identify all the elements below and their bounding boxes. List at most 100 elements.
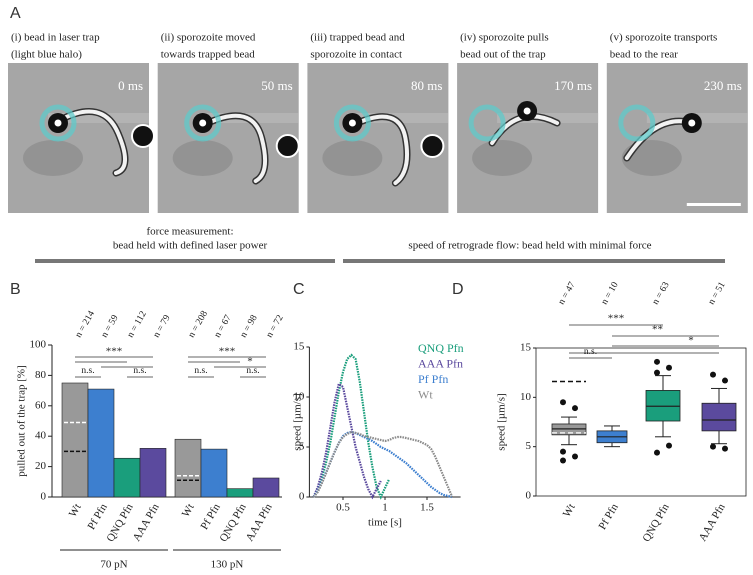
frame-caption: bead to the rear (610, 49, 678, 61)
significance: * (247, 356, 253, 368)
sporozoite (58, 109, 127, 175)
legend-label: Wt (418, 387, 433, 401)
y-tick-label: 0 (299, 491, 305, 503)
category-label: Pf Pfn (85, 501, 110, 532)
y-tick-label: 60 (35, 399, 47, 411)
y-tick-label: 100 (30, 339, 47, 351)
panel-label: A (10, 5, 21, 22)
note-bar (35, 259, 335, 263)
y-tick-label: 15 (520, 342, 532, 354)
outlier (710, 443, 716, 450)
n-label: n = 72 (265, 313, 286, 339)
outlier (572, 453, 578, 460)
note-bar (343, 259, 725, 263)
y-tick-label: 5 (299, 441, 305, 453)
significance: ** (652, 324, 663, 336)
speed-line (312, 382, 382, 500)
y-tick-label: 80 (35, 369, 47, 381)
outlier (654, 369, 660, 376)
x-tick-label: 0.5 (336, 502, 350, 514)
outlier (572, 405, 578, 412)
shadow (322, 140, 383, 176)
speed-line (312, 430, 453, 499)
bar (139, 448, 167, 498)
significance: n.s. (81, 366, 94, 376)
frame-image (157, 63, 299, 213)
box (701, 402, 737, 432)
x-tick-label: 1.5 (420, 502, 434, 514)
outlier (560, 399, 566, 406)
bar (61, 382, 89, 498)
speed-line (312, 353, 391, 500)
outlier (710, 371, 716, 378)
category-label: Pf Pfn (198, 501, 223, 532)
trap-halo (39, 104, 77, 142)
n-label: n = 59 (100, 313, 121, 339)
significance: n.s. (194, 366, 207, 376)
significance: n.s. (584, 347, 597, 357)
y-tick-label: 15 (293, 341, 305, 353)
n-label: n = 208 (187, 309, 210, 339)
free-bead (275, 134, 300, 158)
n-label: n = 112 (126, 309, 149, 339)
category-label: QNQ Pfn (640, 501, 672, 544)
frame-caption: (iii) trapped bead and (310, 32, 405, 44)
y-tick-label: 0 (41, 491, 47, 503)
trap-halo (468, 104, 506, 142)
time-label: 170 ms (554, 78, 592, 93)
category-label: Wt (561, 502, 578, 520)
trap-halo (184, 104, 222, 142)
plot-frame (535, 347, 747, 497)
shadow (172, 140, 233, 176)
shadow (23, 140, 83, 176)
n-label: n = 214 (74, 309, 97, 339)
bead-core (523, 107, 531, 115)
outlier (560, 448, 566, 455)
n-label: n = 63 (651, 280, 672, 306)
significance: *** (219, 346, 236, 358)
free-bead (131, 124, 155, 148)
frame-caption: bead out of the trap (460, 49, 546, 61)
category-label: Wt (180, 502, 197, 520)
outlier (666, 364, 672, 371)
bead-core (688, 119, 696, 127)
significance: * (688, 335, 694, 347)
y-axis-label: speed [µm/s] (292, 393, 304, 450)
y-tick-label: 10 (293, 391, 305, 403)
frame-caption: (v) sporozoite transports (610, 32, 718, 44)
bar (252, 477, 280, 498)
y-tick-label: 10 (520, 391, 532, 403)
bead-core (199, 119, 207, 127)
microscopy-frame: 80 ms (307, 63, 449, 213)
legend-label: AAA Pfn (418, 356, 463, 370)
outlier (560, 457, 566, 464)
y-axis-label: pulled out of the trap [%] (16, 365, 28, 477)
panel-label: B (10, 281, 21, 298)
group-label: 70 pN (100, 559, 127, 571)
bead-core (348, 119, 356, 127)
x-axis-label: time [s] (368, 517, 402, 529)
n-label: n = 79 (152, 313, 173, 339)
legend-label: Pf Pfn (418, 372, 448, 386)
group-label: 130 pN (211, 559, 244, 571)
bead-core (54, 119, 62, 127)
frame-caption: (iv) sporozoite pulls (460, 32, 549, 44)
free-bead (420, 134, 445, 158)
outlier (654, 358, 660, 365)
bar (87, 388, 115, 498)
microscopy-frame: 230 ms (606, 63, 748, 213)
note: speed of retrograde flow: bead held with… (408, 240, 651, 252)
frame-caption: (i) bead in laser trap (11, 32, 100, 44)
glare (48, 113, 149, 123)
frame-caption: towards trapped bead (161, 49, 256, 61)
y-tick-label: 0 (526, 490, 532, 502)
bar (200, 448, 228, 498)
trap-halo (618, 104, 656, 142)
significance: n.s. (133, 366, 146, 376)
significance: *** (608, 313, 625, 325)
n-label: n = 67 (213, 313, 234, 339)
n-label: n = 10 (600, 280, 621, 306)
frame-caption: sporozoite in contact (310, 49, 402, 61)
microscopy-frame: 170 ms (457, 63, 599, 213)
